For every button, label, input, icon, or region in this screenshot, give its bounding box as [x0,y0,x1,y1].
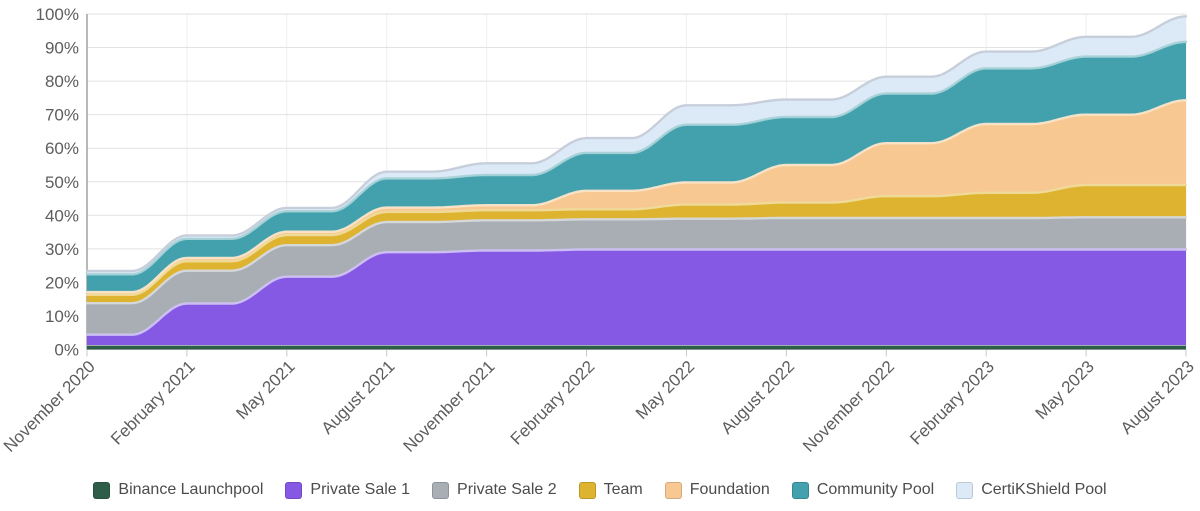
legend-swatch-certikshield-pool [956,481,974,499]
area-edge-foundation [85,99,1188,294]
area-foundation[interactable] [87,100,1186,295]
x-axis-label: February 2022 [507,357,599,449]
y-axis-label: 0% [54,341,79,360]
area-edge-private-sale-1 [85,248,1188,336]
area-binance-launchpool[interactable] [87,345,1186,350]
area-edge-private-sale-2 [85,216,1188,305]
legend-item-certikshield-pool[interactable]: CertiKShield Pool [956,481,1107,499]
legend-swatch-community-pool [791,481,809,499]
y-axis-label: 40% [45,206,79,225]
y-axis-label: 90% [45,39,79,58]
y-axis-label: 60% [45,139,79,158]
x-axis-label: November 2021 [399,357,498,456]
x-axis-label: February 2023 [906,357,998,449]
x-axis-label: August 2021 [318,357,399,438]
legend-swatch-private-sale-2 [432,481,450,499]
area-community-pool[interactable] [87,41,1186,293]
legend-item-private-sale-2[interactable]: Private Sale 2 [432,481,557,499]
legend-item-team[interactable]: Team [578,481,643,499]
legend-swatch-foundation [664,481,682,499]
legend-label: Binance Launchpool [118,481,264,498]
legend-label: Team [603,481,643,498]
legend-label: Private Sale 2 [457,481,557,498]
y-axis-label: 50% [45,173,79,192]
legend-swatch-binance-launchpool [93,481,111,499]
x-axis-label: August 2022 [717,357,798,438]
legend-item-private-sale-1[interactable]: Private Sale 1 [285,481,410,499]
area-edge-team [85,183,1188,296]
area-private-sale-1[interactable] [87,249,1186,346]
legend-label: Foundation [689,481,770,498]
area-certikshield-pool[interactable] [87,16,1186,275]
area-edge-community-pool [85,40,1188,276]
x-axis-label: February 2021 [107,357,199,449]
area-team[interactable] [87,185,1186,304]
y-axis-label: 20% [45,273,79,292]
x-axis-label: November 2022 [799,357,898,456]
legend-label: Community Pool [816,481,935,498]
legend-item-community-pool[interactable]: Community Pool [791,481,935,499]
legend-swatch-private-sale-1 [285,481,303,499]
y-axis-label: 30% [45,240,79,259]
legend-item-foundation[interactable]: Foundation [664,481,770,499]
legend-swatch-team [578,481,596,499]
y-axis-label: 80% [45,72,79,91]
y-axis-label: 70% [45,106,79,125]
y-axis-label: 100% [36,5,79,24]
x-axis-label: May 2021 [232,357,298,423]
legend-label: Private Sale 1 [310,481,411,498]
chart-legend: Binance Launchpool Private Sale 1 Privat… [0,473,1200,507]
y-axis-label: 10% [45,307,79,326]
x-axis-label: November 2020 [0,357,99,456]
area-private-sale-2[interactable] [87,217,1186,335]
x-axis-label: August 2023 [1117,357,1198,438]
legend-label: CertiKShield Pool [981,481,1107,498]
unlock-area-chart-canvas: 0% 10% 20% 30% 40% 50% 60% 70% 80% 90% 100% Novembe… [0,5,1198,456]
x-axis-label: May 2022 [632,357,698,423]
legend-item-binance-launchpool[interactable]: Binance Launchpool [93,481,263,499]
area-edge-certikshield-pool [85,15,1188,273]
x-axis-label: May 2023 [1032,357,1098,423]
